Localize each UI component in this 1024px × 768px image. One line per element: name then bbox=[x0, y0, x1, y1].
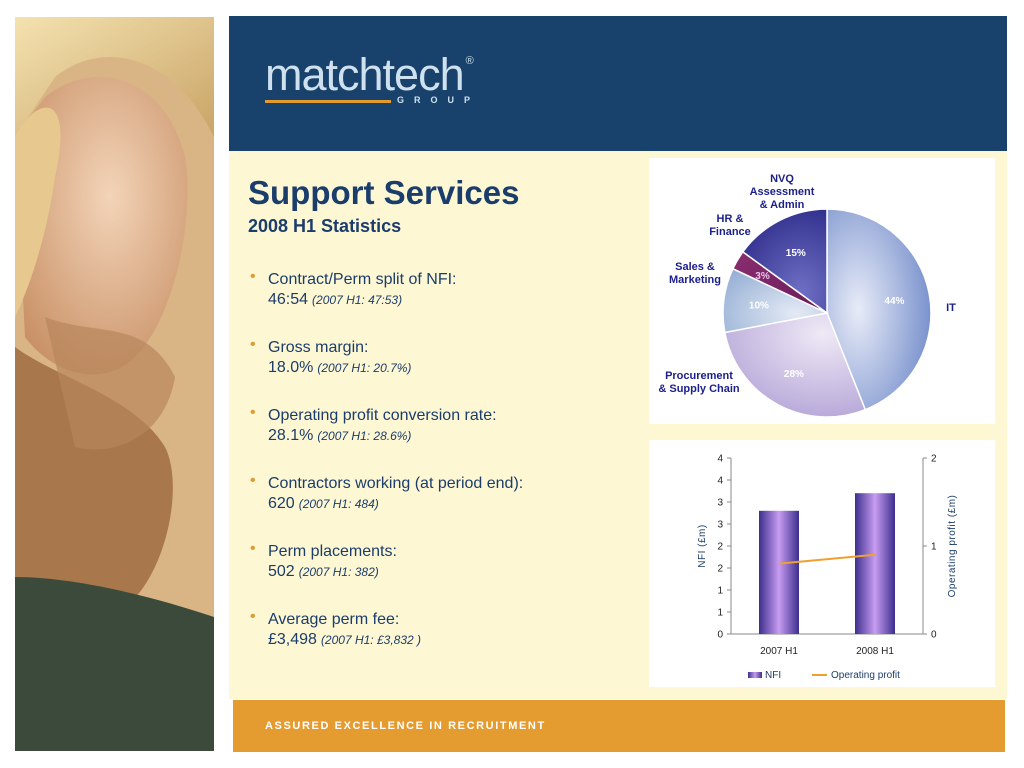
page-subtitle: 2008 H1 Statistics bbox=[248, 216, 402, 236]
y-tick-label: 4 bbox=[717, 454, 723, 465]
bullet-list: • Contract/Perm split of NFI: 46:54 (2007… bbox=[250, 268, 630, 676]
bullet-icon: • bbox=[250, 608, 256, 625]
combo-chart-container: 0 1 1 2 2 3 3 4 4 0 1 2 NFI (£m) Operating profit (£m… bbox=[649, 440, 995, 687]
header-banner: matchtech ® GROUP bbox=[229, 16, 1007, 151]
pie-category-label: NVQ Assessment & Admin bbox=[750, 173, 815, 211]
bullet-item: • Contractors working (at period end): 6… bbox=[250, 472, 630, 540]
y-tick-label: 2 bbox=[717, 564, 723, 575]
legend-swatch-bar bbox=[748, 672, 762, 678]
bullet-item: • Perm placements: 502 (2007 H1: 382) bbox=[250, 540, 630, 608]
bullet-icon: • bbox=[250, 404, 256, 421]
y-tick-label: 4 bbox=[717, 476, 723, 487]
x-tick-label: 2008 H1 bbox=[856, 646, 894, 657]
bullet-value: £3,498 bbox=[268, 631, 317, 648]
bullet-item: • Average perm fee: £3,498 (2007 H1: £3,8… bbox=[250, 608, 630, 676]
y2-tick-label: 0 bbox=[931, 630, 937, 641]
page-title: Support Services bbox=[248, 174, 520, 211]
pie-slice bbox=[723, 312, 867, 418]
bullet-value: 18.0% bbox=[268, 359, 314, 376]
logo-text: matchtech bbox=[265, 49, 465, 100]
legend-label: NFI bbox=[765, 670, 781, 681]
pie-category-label: Procurement & Supply Chain bbox=[658, 370, 740, 395]
y-tick-label: 2 bbox=[717, 542, 723, 553]
bullet-label: Operating profit conversion rate: bbox=[268, 407, 497, 424]
bullet-label: Gross margin: bbox=[268, 339, 369, 356]
bullet-label: Perm placements: bbox=[268, 543, 397, 560]
pie-slice bbox=[741, 208, 828, 315]
bullet-value: 502 bbox=[268, 563, 295, 580]
y-tick-label: 1 bbox=[717, 608, 723, 619]
bullet-item: • Operating profit conversion rate: 28.1… bbox=[250, 404, 630, 472]
bullet-label: Contractors working (at period end): bbox=[268, 475, 524, 492]
company-logo: matchtech ® GROUP bbox=[265, 49, 474, 105]
bullet-icon: • bbox=[250, 268, 256, 285]
pie-category-label: Sales & Marketing bbox=[669, 261, 721, 286]
logo-subtext: GROUP bbox=[397, 95, 481, 105]
bullet-value: 620 bbox=[268, 495, 295, 512]
bullet-note: (2007 H1: 484) bbox=[298, 497, 379, 511]
pie-value-label: 28% bbox=[784, 369, 804, 380]
bullet-note: (2007 H1: 382) bbox=[298, 565, 379, 579]
logo-underline bbox=[265, 100, 391, 103]
y-axis-title-left: NFI (£m) bbox=[697, 524, 708, 567]
pie-value-label: 10% bbox=[749, 300, 769, 311]
pie-category-label: HR & Finance bbox=[709, 213, 751, 238]
bullet-item: • Contract/Perm split of NFI: 46:54 (2007… bbox=[250, 268, 630, 336]
bullet-value: 46:54 bbox=[268, 291, 309, 308]
y-axis-title-right: Operating profit (£m) bbox=[947, 495, 958, 598]
bullet-icon: • bbox=[250, 472, 256, 489]
bar bbox=[855, 493, 895, 634]
pie-chart-container: 44% IT 28% Procurement & Supply Chain 10% Sale… bbox=[649, 158, 995, 424]
bar bbox=[759, 510, 799, 634]
bullet-icon: • bbox=[250, 336, 256, 353]
footer-tagline: ASSURED EXCELLENCE IN RECRUITMENT bbox=[265, 720, 546, 732]
pie-value-label: 15% bbox=[786, 248, 806, 259]
bullet-note: (2007 H1: 20.7%) bbox=[317, 361, 412, 375]
y2-tick-label: 2 bbox=[931, 454, 937, 465]
footer-banner: ASSURED EXCELLENCE IN RECRUITMENT bbox=[233, 700, 1005, 752]
y-tick-label: 3 bbox=[717, 498, 723, 509]
bullet-note: (2007 H1: 28.6%) bbox=[317, 429, 412, 443]
bullet-note: (2007 H1: £3,832 ) bbox=[320, 633, 422, 647]
x-tick-label: 2007 H1 bbox=[760, 646, 798, 657]
logo-registered-mark: ® bbox=[465, 55, 474, 67]
pie-value-label: 44% bbox=[884, 296, 904, 307]
line-series bbox=[778, 553, 876, 565]
nfi-profit-chart: 0 1 1 2 2 3 3 4 4 0 1 2 NFI (£m) Operating profit (£m… bbox=[697, 454, 958, 682]
pie-value-label: 3% bbox=[755, 271, 770, 282]
bullet-value: 28.1% bbox=[268, 427, 314, 444]
bullet-label: Average perm fee: bbox=[268, 611, 400, 628]
bullet-label: Contract/Perm split of NFI: bbox=[268, 271, 457, 288]
y-tick-label: 1 bbox=[717, 586, 723, 597]
bullet-note: (2007 H1: 47:53) bbox=[312, 293, 403, 307]
legend-label: Operating profit bbox=[831, 670, 900, 681]
photo-people bbox=[15, 17, 214, 751]
bullet-icon: • bbox=[250, 540, 256, 557]
y-tick-label: 3 bbox=[717, 520, 723, 531]
bullet-item: • Gross margin: 18.0% (2007 H1: 20.7%) bbox=[250, 336, 630, 404]
pie-category-label: IT bbox=[946, 302, 956, 314]
y2-tick-label: 1 bbox=[931, 542, 937, 553]
y-tick-label: 0 bbox=[717, 630, 723, 641]
pie-chart: 44% IT 28% Procurement & Supply Chain 10% Sale… bbox=[658, 173, 956, 418]
pie-slice bbox=[826, 208, 932, 411]
